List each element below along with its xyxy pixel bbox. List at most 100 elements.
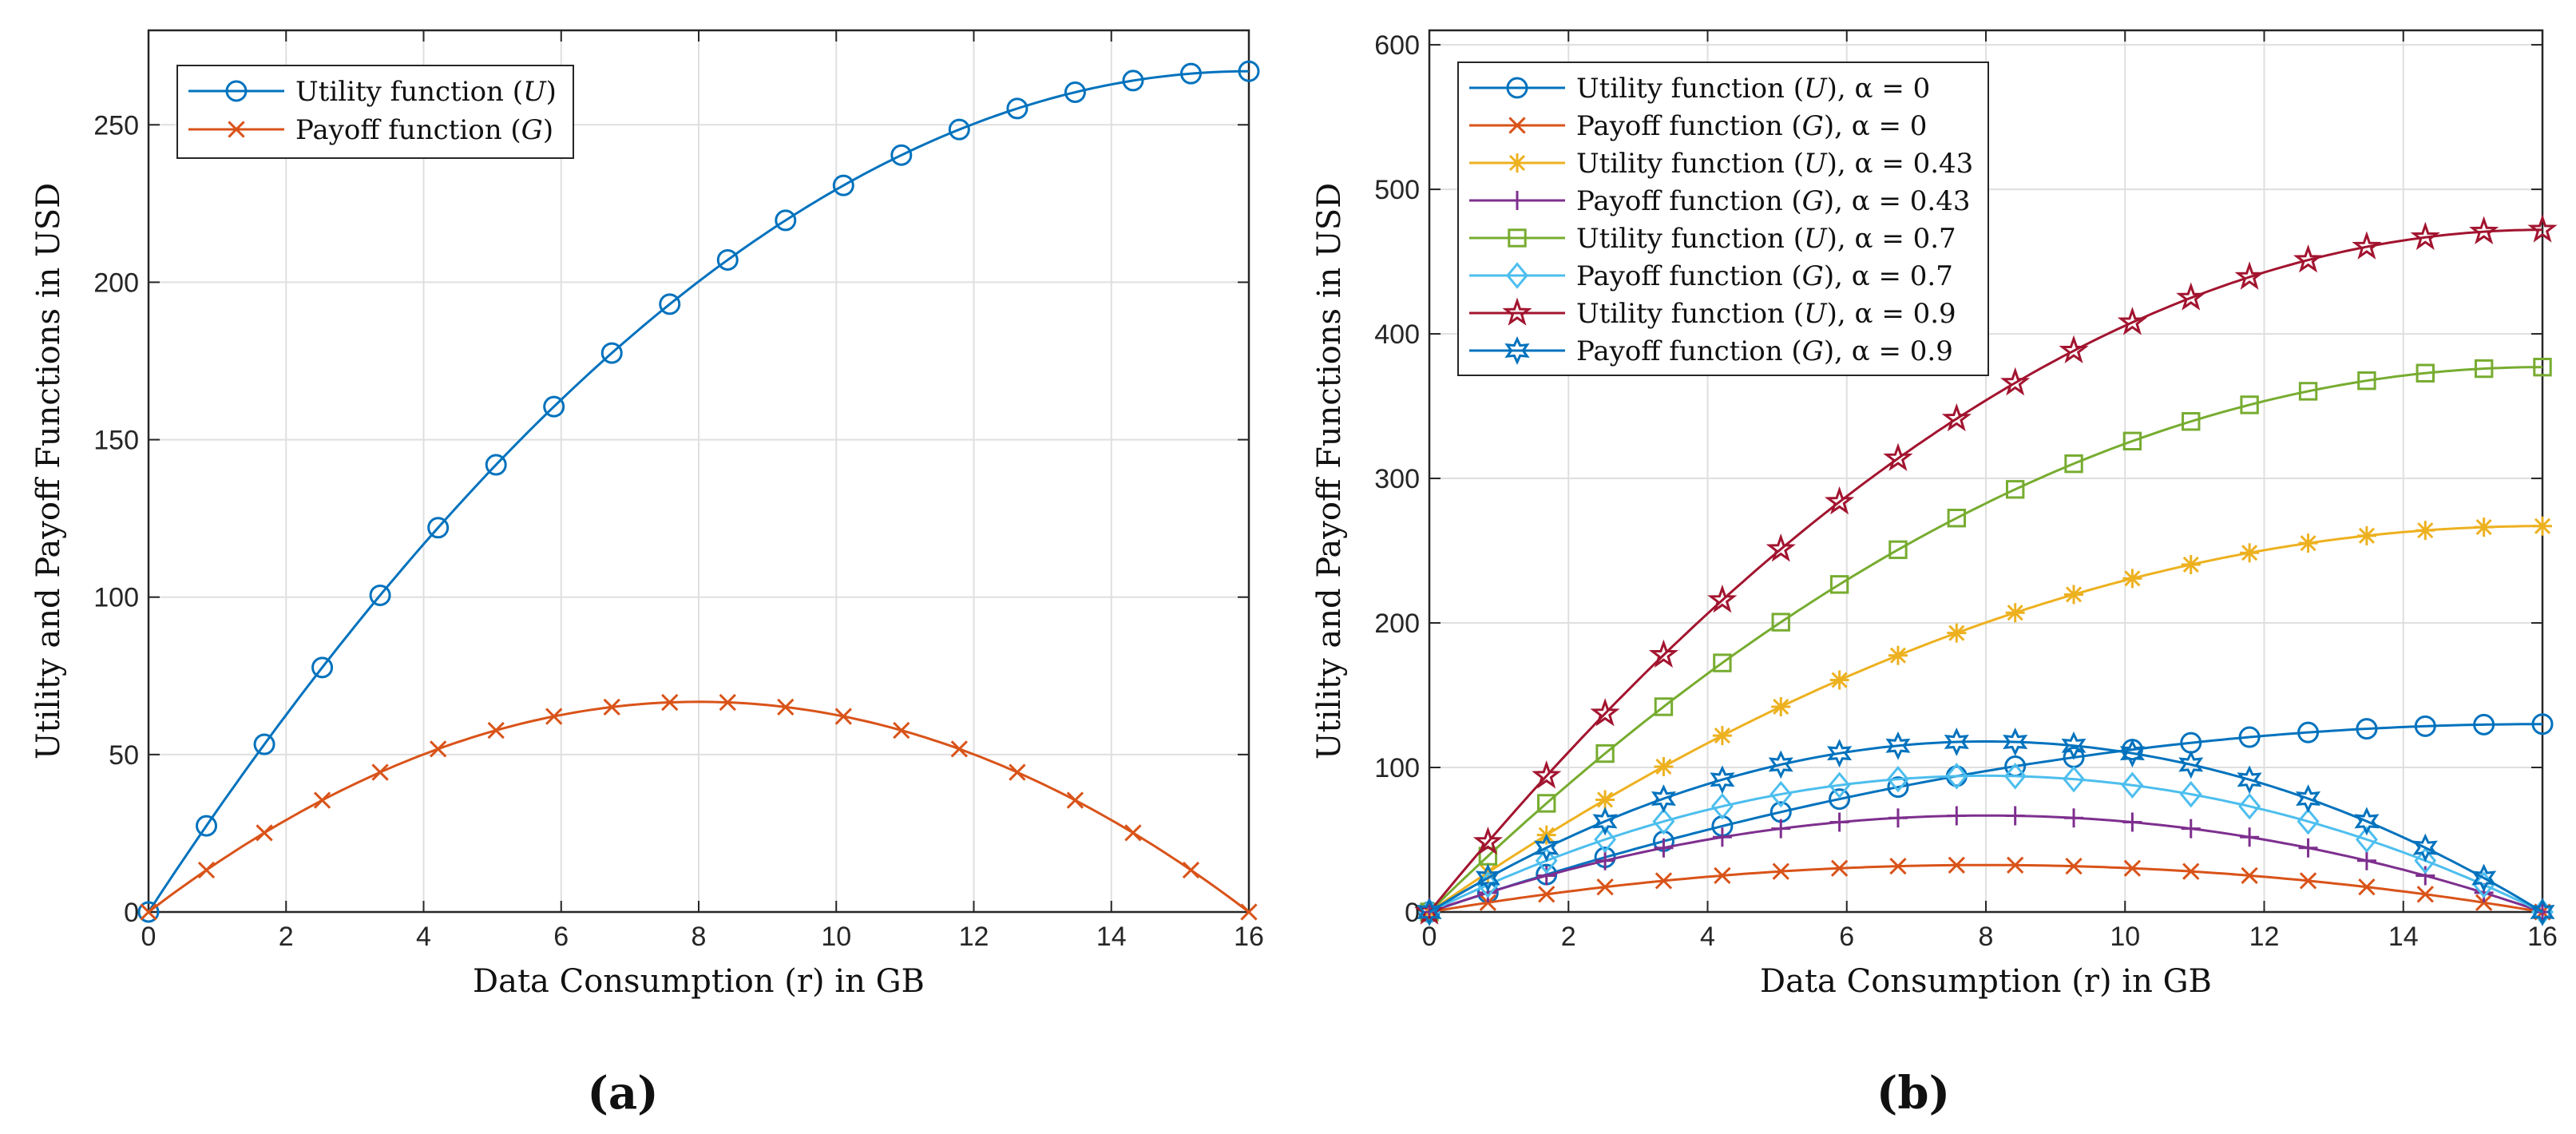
legend-label-variable: U [1804, 73, 1828, 105]
data-point [2122, 569, 2142, 589]
x-tick-label: 4 [1700, 922, 1715, 952]
legend-label-suffix: ), α = 0.43 [1827, 148, 1974, 180]
data-point [2474, 359, 2494, 379]
data-point [2416, 886, 2434, 903]
x-tick-label: 6 [553, 922, 569, 952]
data-point [1947, 806, 1967, 826]
legend-entry-label: Utility function (U), α = 0.9 [1576, 298, 1956, 330]
series-line [1429, 525, 2542, 914]
data-point [2530, 898, 2555, 926]
x-tick-label: 14 [2388, 922, 2419, 952]
data-point [487, 721, 505, 739]
data-point [661, 693, 679, 712]
data-point [140, 903, 157, 921]
data-point [2415, 363, 2435, 383]
data-point [2003, 728, 2028, 756]
legend-label-suffix: ) [543, 114, 553, 146]
data-point [2122, 812, 2142, 832]
data-point [1947, 508, 1967, 528]
data-point [2474, 882, 2494, 902]
data-point [1417, 898, 1442, 926]
data-point [1885, 731, 1911, 760]
x-axis-label: Data Consumption (r) in GB [473, 963, 925, 1000]
data-point [1064, 81, 1086, 103]
data-point [2356, 525, 2376, 545]
legend-swatch-marker [1506, 262, 1528, 289]
data-point [2471, 863, 2497, 893]
data-point [832, 174, 854, 196]
data-point [2355, 826, 2378, 854]
data-point [2412, 833, 2438, 862]
data-point [1595, 743, 1615, 763]
data-point [2005, 603, 2025, 623]
data-point [1770, 780, 1793, 808]
data-point [1826, 739, 1853, 768]
data-point [2121, 771, 2144, 799]
data-point [1654, 697, 1674, 716]
legend-label-variable: G [1802, 260, 1824, 292]
data-point [893, 721, 910, 739]
data-point [1238, 60, 1260, 82]
data-point [137, 901, 160, 923]
data-point [2064, 454, 2083, 474]
data-point [2297, 807, 2320, 835]
legend-label-variable: G [1802, 335, 1824, 367]
series-7 [1417, 728, 2555, 926]
data-point [1536, 866, 1556, 886]
data-point [1182, 861, 1200, 879]
data-point [948, 118, 970, 141]
data-point [1948, 856, 1965, 874]
data-point [2122, 431, 2142, 451]
x-tick-label: 12 [2249, 922, 2280, 952]
data-point [1888, 808, 1908, 828]
data-point [2473, 713, 2495, 736]
series-line [148, 700, 1250, 914]
data-point [2181, 819, 2201, 839]
data-point [1596, 878, 1614, 896]
x-tick-label: 12 [959, 922, 989, 952]
data-point [196, 815, 218, 837]
data-point [1537, 794, 1556, 813]
data-point [1710, 792, 1734, 820]
data-point [2003, 763, 2027, 790]
data-point [1829, 788, 1851, 811]
legend-label-prefix: Payoff function ( [295, 114, 521, 146]
x-tick-label: 10 [821, 922, 851, 952]
data-point [1889, 857, 1907, 875]
data-point [2000, 367, 2031, 396]
data-point [1714, 866, 1731, 885]
legend-entry-label: Utility function (U), α = 0 [1576, 73, 1930, 105]
data-point [2181, 554, 2201, 574]
data-point [2178, 750, 2204, 779]
data-point [2298, 838, 2318, 858]
data-point [1538, 886, 1556, 903]
data-point [1945, 763, 1968, 790]
data-point [2415, 866, 2435, 886]
data-point [1887, 765, 1909, 793]
legend-entry-label: Payoff function (G), α = 0.7 [1576, 260, 1953, 292]
legend-label-prefix: Utility function ( [295, 76, 523, 108]
legend-entry-label: Utility function (U), α = 0.43 [1576, 148, 1973, 180]
x-tick-label: 6 [1839, 922, 1854, 952]
data-point [2059, 335, 2089, 363]
y-tick-label: 200 [93, 268, 139, 298]
data-point [197, 861, 216, 879]
data-point [834, 708, 852, 725]
data-point [600, 342, 623, 364]
data-point [1710, 765, 1735, 795]
data-point [2354, 807, 2380, 836]
data-point [545, 708, 563, 725]
legend-label-variable: G [1802, 110, 1824, 142]
legend-label-variable: G [521, 114, 543, 146]
data-point [2238, 726, 2261, 748]
legend-label-prefix: Utility function ( [1576, 73, 1804, 105]
y-tick-label: 300 [1374, 464, 1420, 494]
data-point [2064, 808, 2084, 828]
legend-label-variable: U [1804, 148, 1828, 180]
data-point [890, 144, 913, 166]
data-point [1713, 653, 1732, 672]
legend-label-prefix: Utility function ( [1576, 148, 1804, 180]
data-point [2357, 371, 2376, 391]
data-point [1941, 402, 1972, 432]
